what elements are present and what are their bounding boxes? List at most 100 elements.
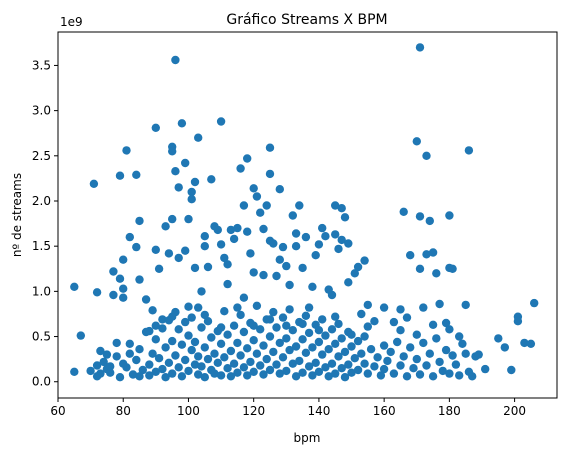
- data-point-347: [396, 326, 404, 334]
- data-point-132: [432, 269, 440, 277]
- data-point-228: [250, 368, 258, 376]
- data-point-150: [527, 340, 535, 348]
- data-point-47: [191, 178, 199, 186]
- data-point-152: [86, 367, 94, 375]
- data-point-259: [302, 349, 310, 357]
- data-point-219: [236, 351, 244, 359]
- data-point-233: [259, 341, 267, 349]
- data-point-114: [360, 256, 368, 264]
- data-point-121: [403, 313, 411, 321]
- data-point-349: [462, 350, 470, 358]
- data-point-24: [135, 275, 143, 283]
- data-point-302: [383, 357, 391, 365]
- x-tick-label: 80: [116, 404, 131, 418]
- data-point-346: [364, 322, 372, 330]
- data-point-2: [77, 331, 85, 339]
- data-point-45: [188, 188, 196, 196]
- data-point-258: [298, 369, 306, 377]
- data-point-18: [122, 146, 130, 154]
- y-tick-label: 1.5: [32, 239, 51, 253]
- y-tick-label: 2.0: [32, 194, 51, 208]
- data-point-86: [279, 243, 287, 251]
- data-point-312: [413, 355, 421, 363]
- data-point-38: [171, 167, 179, 175]
- data-point-40: [175, 183, 183, 191]
- data-point-342: [298, 320, 306, 328]
- data-point-291: [354, 366, 362, 374]
- data-point-102: [328, 291, 336, 299]
- data-point-76: [259, 225, 267, 233]
- data-point-203: [210, 350, 218, 358]
- data-point-88: [285, 281, 293, 289]
- data-point-319: [435, 358, 443, 366]
- x-axis-label: bpm: [294, 431, 321, 445]
- data-point-260: [302, 312, 310, 320]
- data-point-263: [308, 343, 316, 351]
- data-point-41: [178, 119, 186, 127]
- data-point-332: [135, 372, 143, 380]
- data-point-22: [132, 243, 140, 251]
- data-point-324: [448, 351, 456, 359]
- data-point-107: [338, 204, 346, 212]
- data-point-309: [406, 343, 414, 351]
- data-point-112: [354, 263, 362, 271]
- data-point-313: [416, 370, 424, 378]
- data-point-64: [230, 235, 238, 243]
- data-point-199: [204, 355, 212, 363]
- data-point-196: [197, 362, 205, 370]
- data-point-250: [285, 305, 293, 313]
- data-point-105: [334, 245, 342, 253]
- data-point-256: [295, 357, 303, 365]
- data-point-128: [422, 152, 430, 160]
- data-point-286: [344, 360, 352, 368]
- data-point-209: [220, 353, 228, 361]
- data-point-295: [364, 369, 372, 377]
- data-point-43: [181, 159, 189, 167]
- data-point-168: [152, 335, 160, 343]
- data-point-207: [217, 340, 225, 348]
- data-point-57: [214, 226, 222, 234]
- data-point-52: [201, 242, 209, 250]
- data-point-188: [184, 367, 192, 375]
- data-point-42: [181, 247, 189, 255]
- x-tick-label: 60: [50, 404, 65, 418]
- data-point-229: [253, 350, 261, 358]
- data-point-146: [507, 366, 515, 374]
- data-point-140: [465, 146, 473, 154]
- data-point-138: [455, 332, 463, 340]
- data-point-17: [119, 294, 127, 302]
- data-point-19: [126, 233, 134, 241]
- data-point-144: [494, 334, 502, 342]
- data-point-96: [308, 283, 316, 291]
- x-tick-label: 160: [373, 404, 396, 418]
- data-point-83: [272, 272, 280, 280]
- data-point-135: [445, 211, 453, 219]
- data-point-183: [178, 341, 186, 349]
- data-point-343: [315, 326, 323, 334]
- data-point-98: [315, 240, 323, 248]
- data-point-280: [334, 320, 342, 328]
- data-point-113: [357, 310, 365, 318]
- data-point-104: [331, 230, 339, 238]
- data-point-178: [168, 369, 176, 377]
- data-point-303: [387, 348, 395, 356]
- data-point-59: [217, 240, 225, 248]
- data-point-145: [501, 343, 509, 351]
- data-point-79: [266, 144, 274, 152]
- data-point-97: [312, 251, 320, 259]
- data-point-66: [236, 164, 244, 172]
- data-point-322: [445, 325, 453, 333]
- data-point-208: [217, 371, 225, 379]
- data-point-48: [191, 264, 199, 272]
- data-point-325: [452, 360, 460, 368]
- data-point-275: [328, 325, 336, 333]
- data-point-130: [426, 217, 434, 225]
- x-tick-label: 100: [177, 404, 200, 418]
- data-point-301: [380, 365, 388, 373]
- y-tick-label: 3.0: [32, 104, 51, 118]
- y-tick-label: 0.0: [32, 375, 51, 389]
- data-point-272: [321, 331, 329, 339]
- data-point-345: [347, 331, 355, 339]
